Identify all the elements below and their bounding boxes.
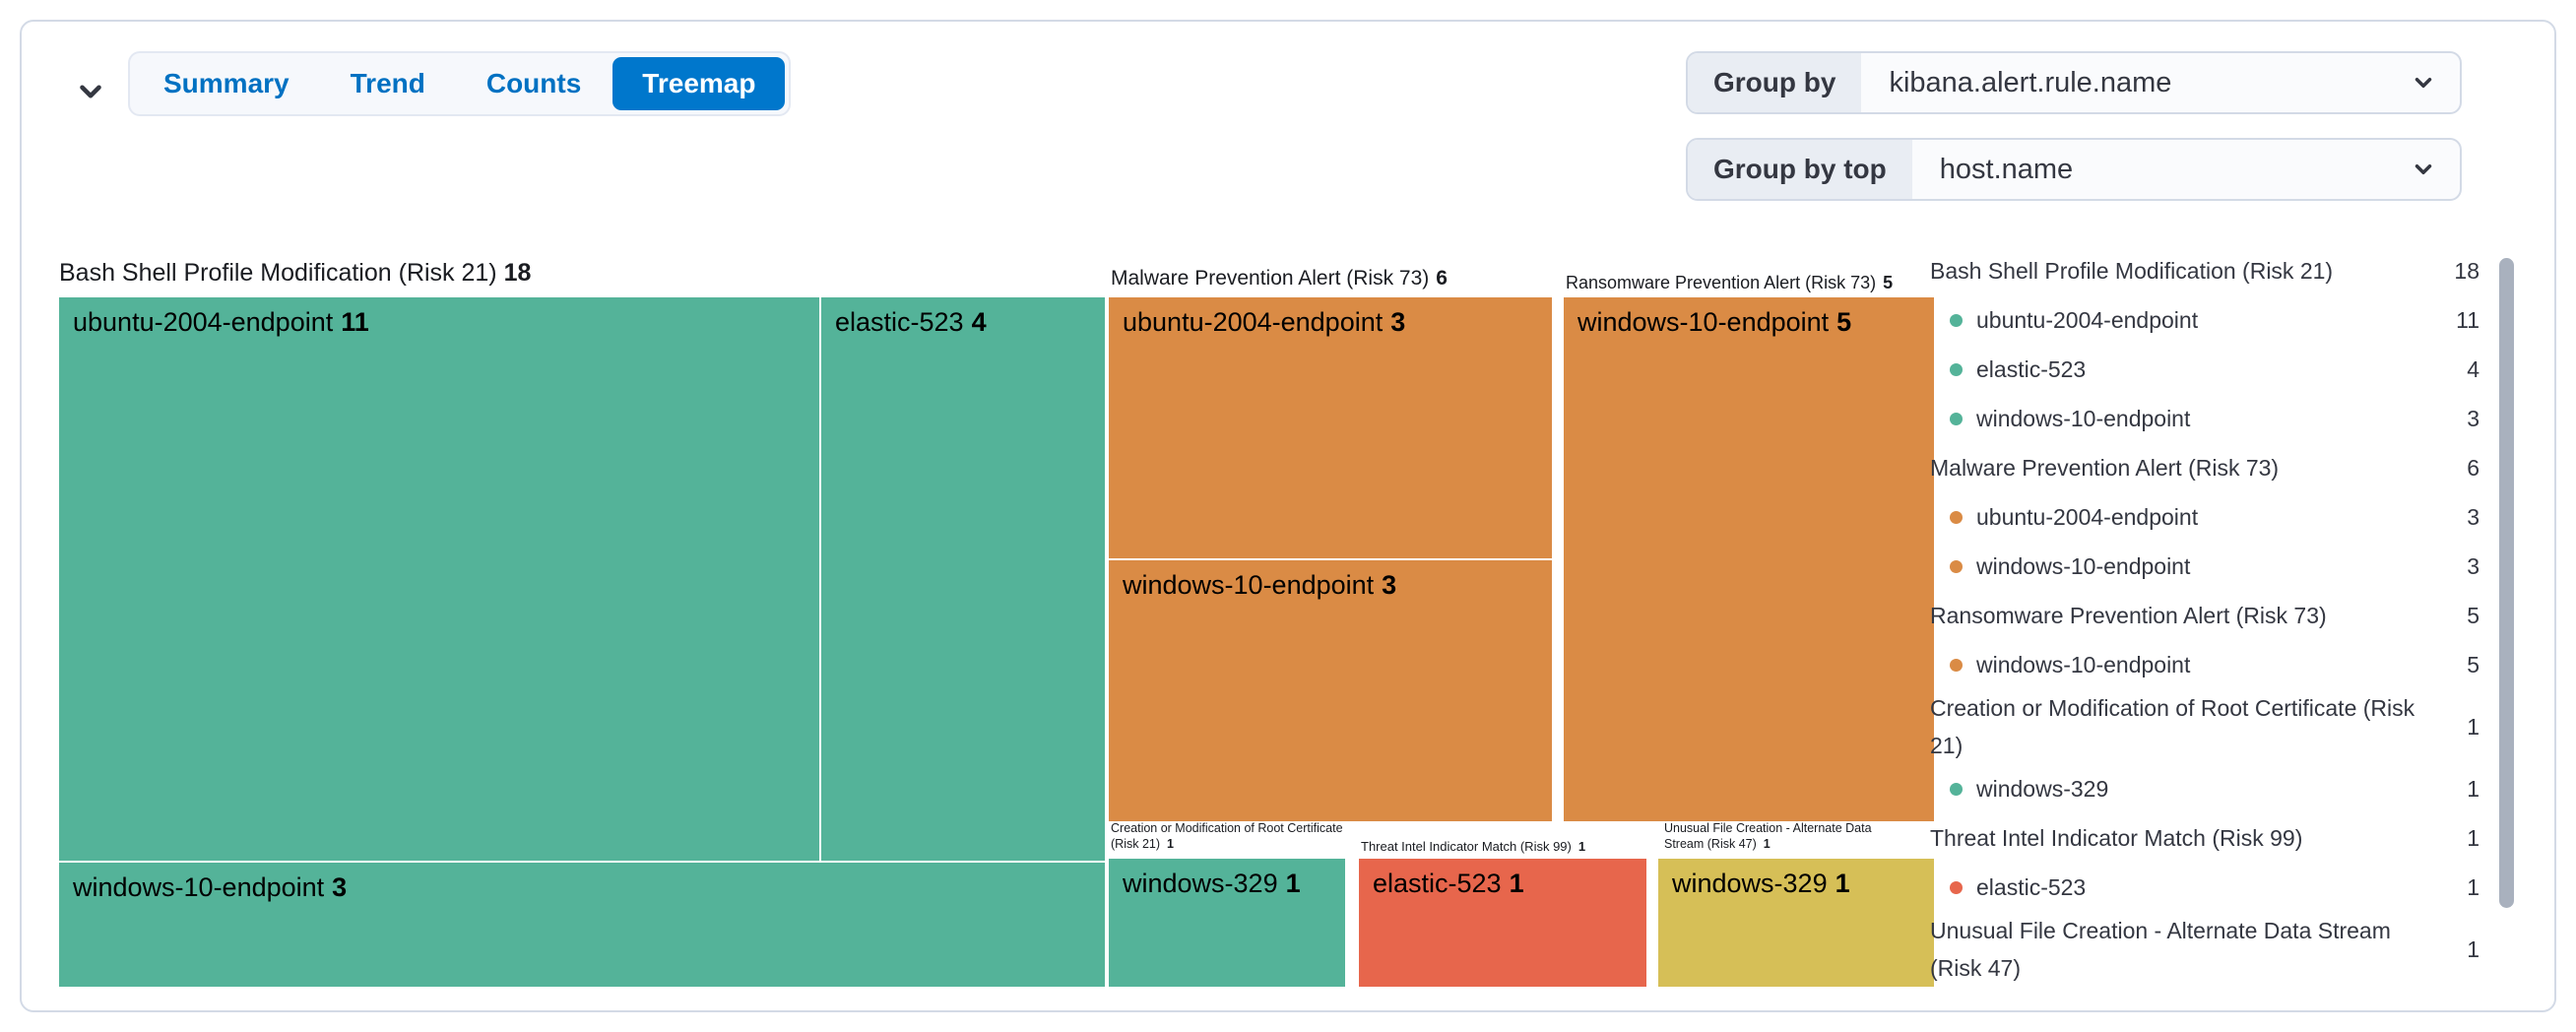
legend-group-row[interactable]: Creation or Modification of Root Certifi… <box>1930 695 2479 758</box>
treemap-legend: Bash Shell Profile Modification (Risk 21… <box>1930 246 2479 987</box>
treemap-chart: Bash Shell Profile Modification (Risk 21… <box>22 22 2554 1010</box>
legend-group-row[interactable]: Malware Prevention Alert (Risk 73) 6 <box>1930 454 2479 482</box>
legend-item-row[interactable]: ubuntu-2004-endpoint 11 <box>1930 295 2479 345</box>
treemap-cell[interactable]: ubuntu-2004-endpoint 3 <box>1109 297 1552 558</box>
treemap-group-header: Malware Prevention Alert (Risk 73) 6 <box>1111 267 1448 290</box>
legend-color-dot <box>1950 782 1963 796</box>
legend-color-dot <box>1950 658 1963 672</box>
legend-color-dot <box>1950 880 1963 894</box>
legend-item-row[interactable]: ubuntu-2004-endpoint 3 <box>1930 492 2479 542</box>
treemap-group: ubuntu-2004-endpoint 11 elastic-523 4 wind… <box>59 297 1105 987</box>
treemap-cell[interactable]: windows-10-endpoint 3 <box>1109 560 1552 821</box>
group-by-top-value: host.name <box>1939 153 2074 185</box>
group-by-controls: Group by kibana.alert.rule.name Group by… <box>1686 51 2462 201</box>
legend-group-row[interactable]: Threat Intel Indicator Match (Risk 99) 1 <box>1930 824 2479 852</box>
legend-item-row[interactable]: elastic-523 4 <box>1930 345 2479 394</box>
tab-trend[interactable]: Trend <box>321 57 455 110</box>
legend-group-row[interactable]: Ransomware Prevention Alert (Risk 73) 5 <box>1930 602 2479 629</box>
tab-counts[interactable]: Counts <box>457 57 611 110</box>
chevron-down-icon <box>2411 53 2460 112</box>
group-by-select[interactable]: Group by kibana.alert.rule.name <box>1686 51 2462 114</box>
legend-color-dot <box>1950 362 1963 376</box>
group-by-value: kibana.alert.rule.name <box>1889 66 2172 98</box>
treemap-group-header: Ransomware Prevention Alert (Risk 73) 5 <box>1566 273 1894 292</box>
legend-item-row[interactable]: windows-10-endpoint 3 <box>1930 542 2479 591</box>
treemap-cell[interactable]: elastic-523 4 <box>821 297 1105 861</box>
chevron-down-icon <box>74 75 107 111</box>
legend-item-row[interactable]: elastic-523 1 <box>1930 863 2479 912</box>
group-by-label: Group by <box>1688 53 1862 112</box>
treemap-cell[interactable]: windows-10-endpoint 3 <box>59 863 1105 987</box>
treemap-group-header: Unusual File Creation - Alternate Data S… <box>1664 821 1872 851</box>
legend-item-row[interactable]: windows-10-endpoint 3 <box>1930 394 2479 443</box>
treemap-cell[interactable]: windows-329 1 <box>1109 859 1345 987</box>
treemap-group: windows-10-endpoint 5 <box>1564 297 1934 821</box>
legend-scrollbar-thumb[interactable] <box>2499 258 2514 908</box>
legend-color-dot <box>1950 313 1963 327</box>
legend-item-row[interactable]: windows-10-endpoint 5 <box>1930 640 2479 689</box>
legend-color-dot <box>1950 559 1963 573</box>
legend-color-dot <box>1950 412 1963 425</box>
legend-group-row[interactable]: Bash Shell Profile Modification (Risk 21… <box>1930 257 2479 285</box>
view-mode-button-group: Summary Trend Counts Treemap <box>128 51 792 116</box>
treemap-cell[interactable]: ubuntu-2004-endpoint 11 <box>59 297 819 861</box>
collapse-panel-button[interactable] <box>71 73 110 112</box>
legend-group-row[interactable]: Unusual File Creation - Alternate Data S… <box>1930 918 2479 981</box>
legend-item-row[interactable]: windows-329 1 <box>1930 764 2479 813</box>
treemap-group-header: Bash Shell Profile Modification (Risk 21… <box>59 259 532 287</box>
legend-color-dot <box>1950 510 1963 524</box>
tab-treemap[interactable]: Treemap <box>612 57 786 110</box>
group-by-top-select[interactable]: Group by top host.name <box>1686 138 2462 201</box>
chevron-down-icon <box>2411 140 2460 199</box>
treemap-group-header: Creation or Modification of Root Certifi… <box>1111 821 1343 851</box>
treemap-group: windows-329 1 <box>1658 859 1934 987</box>
group-by-top-label: Group by top <box>1688 140 1912 199</box>
treemap-cell[interactable]: elastic-523 1 <box>1359 859 1646 987</box>
treemap-group: elastic-523 1 <box>1359 859 1646 987</box>
treemap-cell[interactable]: windows-329 1 <box>1658 859 1934 987</box>
treemap-group-header: Threat Intel Indicator Match (Risk 99) 1 <box>1361 839 1586 854</box>
treemap-cell[interactable]: windows-10-endpoint 5 <box>1564 297 1934 821</box>
treemap-group: ubuntu-2004-endpoint 3 windows-10-endpoin… <box>1109 297 1552 821</box>
treemap-group: windows-329 1 <box>1109 859 1345 987</box>
tab-summary[interactable]: Summary <box>134 57 319 110</box>
alerts-treemap-panel: Summary Trend Counts Treemap Group by ki… <box>20 20 2556 1012</box>
